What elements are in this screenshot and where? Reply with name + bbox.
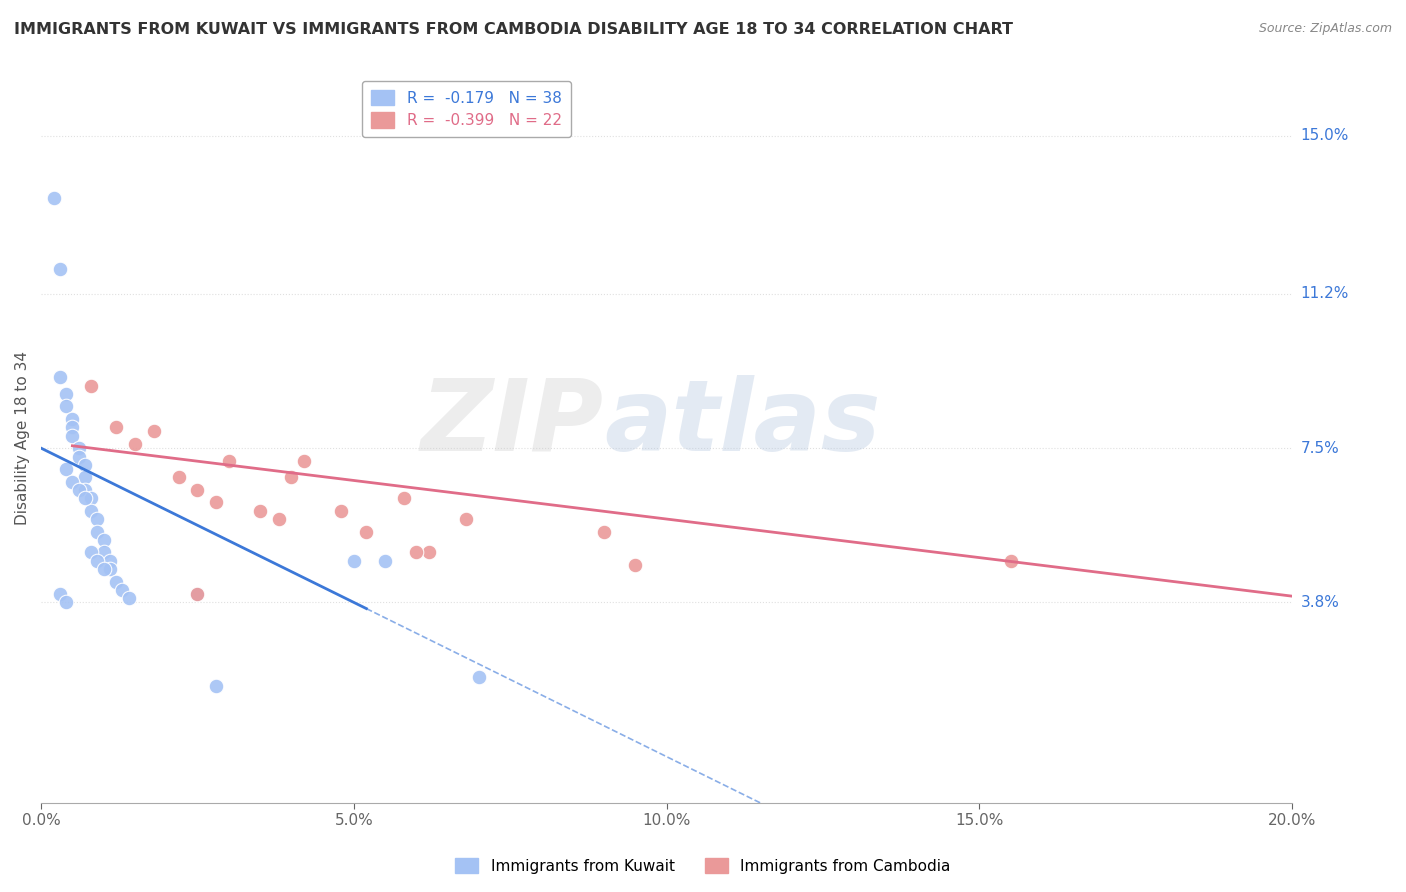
- Point: [456, 512, 478, 526]
- Point: [186, 587, 208, 601]
- Point: [593, 524, 616, 539]
- Point: [60, 412, 83, 426]
- Point: [267, 512, 290, 526]
- Point: [60, 420, 83, 434]
- Point: [280, 470, 302, 484]
- Point: [343, 554, 366, 568]
- Point: [118, 591, 141, 606]
- Point: [186, 483, 208, 497]
- Point: [86, 524, 108, 539]
- Point: [356, 524, 378, 539]
- Point: [93, 533, 115, 547]
- Point: [405, 545, 427, 559]
- Point: [468, 670, 491, 684]
- Point: [80, 504, 103, 518]
- Point: [205, 495, 228, 509]
- Point: [392, 491, 415, 506]
- Point: [330, 504, 353, 518]
- Point: [73, 470, 96, 484]
- Point: [67, 483, 90, 497]
- Point: [60, 428, 83, 442]
- Text: 3.8%: 3.8%: [1301, 595, 1340, 610]
- Point: [218, 453, 240, 467]
- Point: [142, 425, 165, 439]
- Text: Source: ZipAtlas.com: Source: ZipAtlas.com: [1258, 22, 1392, 36]
- Point: [80, 491, 103, 506]
- Point: [73, 483, 96, 497]
- Point: [86, 512, 108, 526]
- Text: 15.0%: 15.0%: [1301, 128, 1348, 143]
- Point: [292, 453, 315, 467]
- Point: [49, 370, 72, 384]
- Point: [67, 441, 90, 455]
- Point: [205, 679, 228, 693]
- Point: [93, 562, 115, 576]
- Text: IMMIGRANTS FROM KUWAIT VS IMMIGRANTS FROM CAMBODIA DISABILITY AGE 18 TO 34 CORRE: IMMIGRANTS FROM KUWAIT VS IMMIGRANTS FRO…: [14, 22, 1014, 37]
- Point: [60, 475, 83, 489]
- Point: [55, 595, 77, 609]
- Text: 7.5%: 7.5%: [1301, 441, 1339, 456]
- Point: [186, 587, 208, 601]
- Point: [98, 562, 121, 576]
- Text: ZIP: ZIP: [420, 375, 605, 472]
- Text: 11.2%: 11.2%: [1301, 286, 1348, 301]
- Point: [49, 261, 72, 276]
- Point: [55, 400, 77, 414]
- Point: [249, 504, 271, 518]
- Point: [55, 387, 77, 401]
- Point: [124, 437, 146, 451]
- Point: [55, 462, 77, 476]
- Point: [73, 458, 96, 472]
- Point: [374, 554, 396, 568]
- Point: [80, 545, 103, 559]
- Legend: Immigrants from Kuwait, Immigrants from Cambodia: Immigrants from Kuwait, Immigrants from …: [450, 852, 956, 880]
- Point: [42, 191, 65, 205]
- Point: [418, 545, 440, 559]
- Legend: R =  -0.179   N = 38, R =  -0.399   N = 22: R = -0.179 N = 38, R = -0.399 N = 22: [363, 80, 571, 137]
- Point: [73, 491, 96, 506]
- Point: [1000, 554, 1022, 568]
- Text: atlas: atlas: [605, 375, 880, 472]
- Point: [167, 470, 190, 484]
- Point: [86, 554, 108, 568]
- Point: [624, 558, 647, 572]
- Point: [67, 450, 90, 464]
- Point: [49, 587, 72, 601]
- Point: [98, 554, 121, 568]
- Point: [111, 582, 134, 597]
- Point: [105, 420, 128, 434]
- Point: [105, 574, 128, 589]
- Y-axis label: Disability Age 18 to 34: Disability Age 18 to 34: [15, 351, 30, 524]
- Point: [93, 545, 115, 559]
- Point: [80, 378, 103, 392]
